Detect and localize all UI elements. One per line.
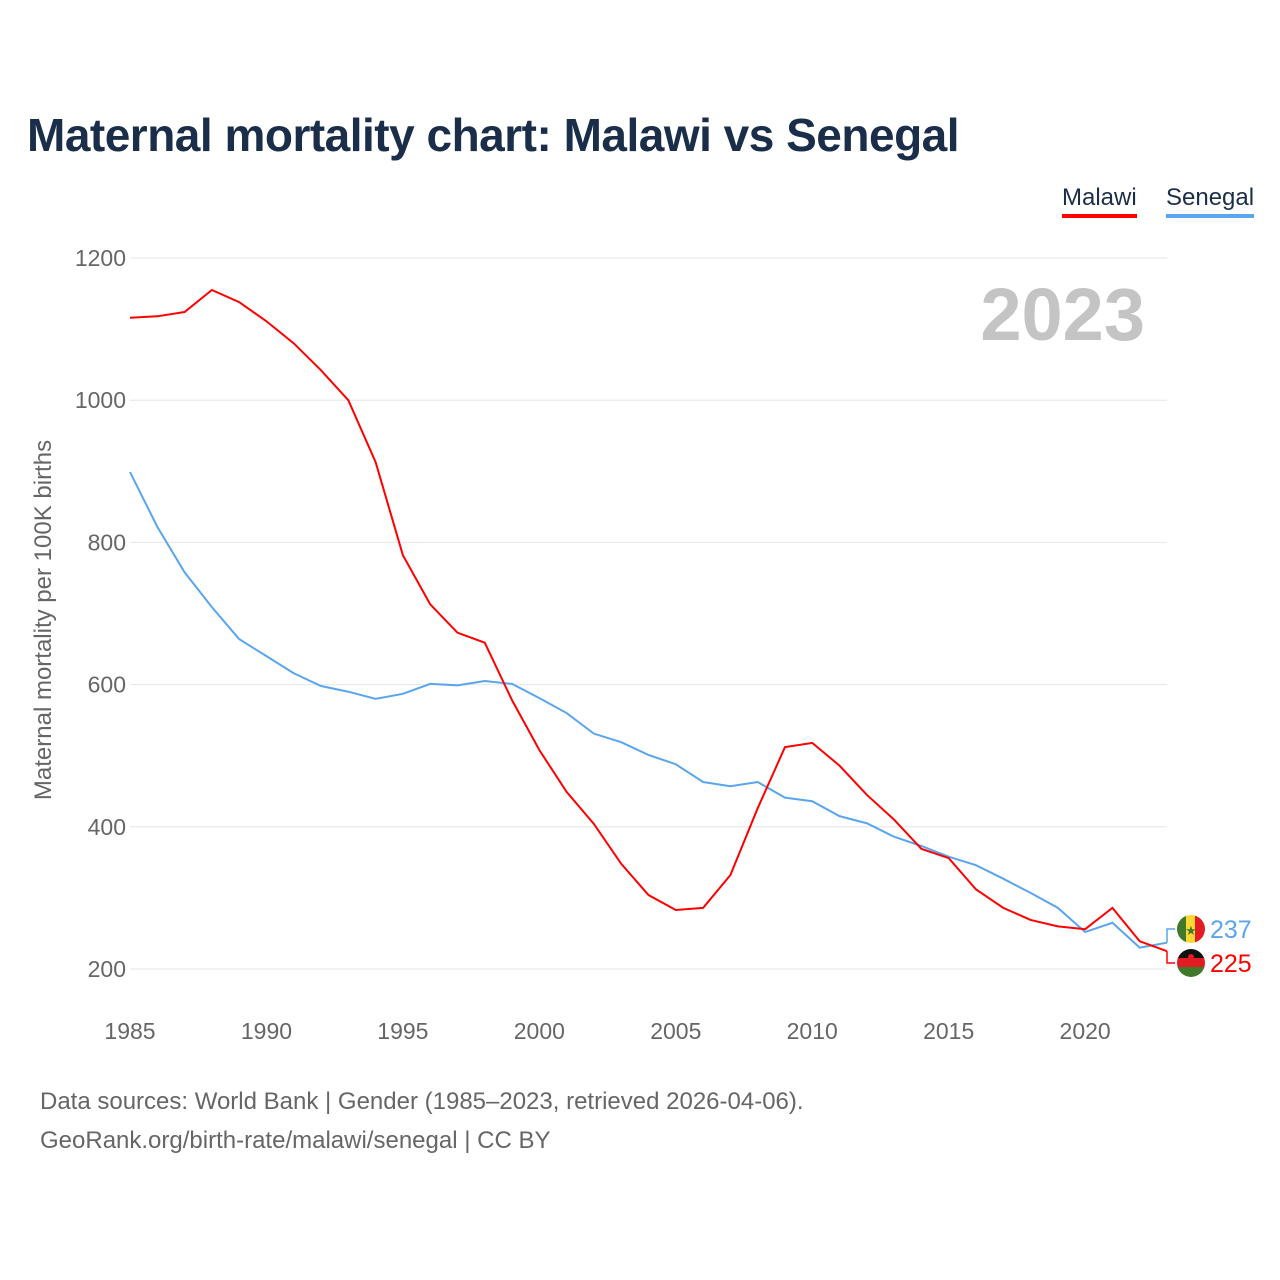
- senegal-flag-icon: ★: [1177, 915, 1205, 943]
- chart-title: Maternal mortality chart: Malawi vs Sene…: [27, 109, 960, 161]
- legend-malawi[interactable]: Malawi: [1062, 184, 1137, 218]
- end-value-malawi: 225: [1210, 950, 1252, 978]
- end-connector: [1166, 928, 1175, 943]
- x-tick-label: 2010: [787, 1018, 838, 1044]
- y-tick-label: 1200: [75, 245, 126, 271]
- y-tick-label: 800: [88, 529, 126, 555]
- y-tick-label: 400: [88, 814, 126, 840]
- end-value-senegal: 237: [1210, 916, 1252, 944]
- series-line-malawi: [129, 288, 1168, 953]
- y-tick-label: 600: [88, 672, 126, 698]
- x-tick-label: 2005: [650, 1018, 701, 1044]
- legend-senegal[interactable]: Senegal: [1166, 184, 1255, 218]
- x-tick-label: 2000: [514, 1018, 565, 1044]
- series-line-senegal: [129, 471, 1168, 949]
- data-sources: Data sources: World Bank | Gender (1985–…: [40, 1088, 804, 1115]
- x-tick-label: 2020: [1060, 1018, 1111, 1044]
- x-tick-label: 2015: [923, 1018, 974, 1044]
- x-tick-label: 1990: [241, 1018, 292, 1044]
- y-tick-label: 1000: [75, 387, 126, 413]
- source-link[interactable]: GeoRank.org/birth-rate/malawi/senegal | …: [40, 1127, 551, 1154]
- year-watermark: 2023: [980, 273, 1145, 356]
- end-connector: [1166, 951, 1175, 964]
- y-axis-label: Maternal mortality per 100K births: [30, 440, 57, 800]
- x-tick-label: 1995: [377, 1018, 428, 1044]
- y-tick-label: 200: [88, 956, 126, 982]
- svg-text:★: ★: [1185, 923, 1197, 938]
- x-tick-label: 1985: [104, 1018, 155, 1044]
- malawi-flag-icon: [1177, 949, 1205, 977]
